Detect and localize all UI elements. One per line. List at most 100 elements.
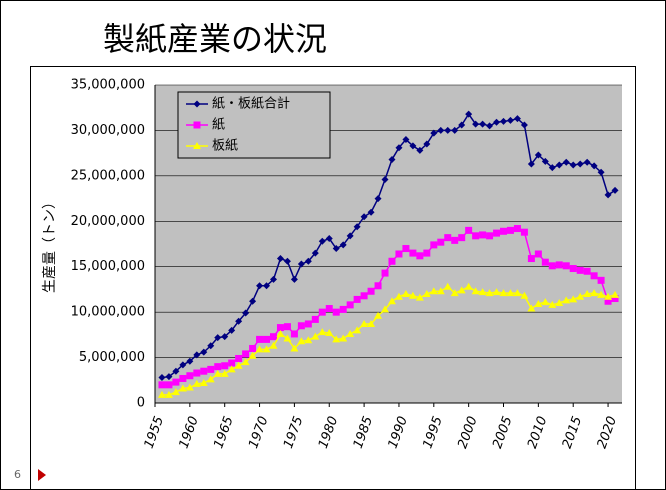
marker	[249, 297, 257, 305]
marker	[367, 287, 375, 295]
marker	[415, 293, 424, 301]
marker	[402, 245, 410, 253]
y-tick-label: 30,000,000	[71, 123, 145, 138]
marker	[367, 208, 375, 216]
marker	[242, 350, 250, 358]
y-tick-label: 20,000,000	[71, 214, 145, 229]
marker	[179, 374, 187, 382]
slide-title: 製紙産業の状況	[103, 20, 327, 58]
marker	[492, 288, 501, 296]
marker	[304, 257, 312, 265]
marker	[346, 329, 355, 337]
marker	[513, 289, 522, 297]
marker	[513, 115, 521, 123]
marker	[493, 118, 501, 126]
marker	[360, 292, 368, 300]
marker	[374, 195, 382, 203]
marker	[576, 292, 585, 300]
marker	[367, 319, 376, 327]
marker	[234, 361, 243, 369]
marker	[569, 161, 577, 169]
marker	[485, 289, 494, 297]
marker	[220, 369, 229, 377]
marker	[597, 168, 605, 176]
marker	[311, 332, 320, 340]
marker	[527, 304, 536, 312]
marker	[388, 156, 396, 164]
marker	[172, 378, 180, 386]
marker	[353, 295, 361, 303]
marker	[221, 362, 229, 370]
marker	[576, 160, 584, 168]
marker	[479, 120, 487, 128]
marker	[423, 249, 431, 257]
marker	[534, 151, 542, 159]
marker	[374, 282, 382, 290]
marker	[346, 301, 354, 309]
marker	[332, 335, 341, 343]
marker	[597, 290, 606, 298]
marker	[235, 317, 243, 325]
marker	[158, 374, 166, 382]
marker	[520, 228, 528, 236]
marker	[555, 161, 563, 169]
marker	[193, 121, 201, 129]
marker	[235, 354, 243, 362]
marker	[562, 296, 571, 304]
legend-label: 板紙	[212, 139, 238, 154]
marker	[534, 299, 543, 307]
marker	[276, 255, 284, 263]
marker	[402, 136, 410, 144]
marker	[290, 344, 299, 352]
marker	[443, 282, 452, 290]
marker	[339, 305, 347, 313]
legend-label: 紙・板紙合計	[212, 96, 290, 112]
marker	[200, 348, 208, 356]
marker	[339, 334, 348, 342]
marker	[430, 241, 438, 249]
marker	[436, 287, 445, 295]
marker	[394, 292, 403, 300]
marker	[395, 144, 403, 152]
marker	[506, 226, 514, 234]
marker	[353, 326, 362, 334]
marker	[430, 129, 438, 137]
marker	[401, 289, 410, 297]
marker	[583, 158, 591, 166]
legend-label: 紙	[212, 118, 225, 133]
marker	[221, 333, 229, 341]
marker	[520, 291, 529, 299]
marker	[409, 249, 417, 257]
marker	[451, 236, 459, 244]
y-axis-label: 生産量（トン）	[42, 195, 58, 293]
marker	[256, 282, 264, 290]
marker	[506, 116, 514, 124]
marker	[290, 330, 298, 338]
marker	[325, 235, 333, 243]
marker	[597, 276, 605, 284]
marker	[171, 388, 180, 396]
marker	[500, 227, 508, 235]
marker	[555, 299, 564, 307]
marker	[527, 255, 535, 263]
marker	[199, 379, 208, 387]
marker	[297, 322, 305, 330]
marker	[256, 335, 264, 343]
marker	[388, 257, 396, 265]
marker	[325, 305, 333, 313]
y-tick-label: 10,000,000	[71, 305, 145, 320]
marker	[562, 262, 570, 270]
marker	[444, 234, 452, 242]
y-tick-label: 5,000,000	[79, 350, 145, 365]
marker	[193, 142, 201, 149]
marker	[611, 295, 619, 303]
marker	[472, 232, 480, 240]
marker	[269, 333, 277, 341]
marker	[472, 120, 480, 128]
marker	[200, 367, 208, 375]
y-tick-label: 15,000,000	[71, 259, 145, 274]
marker	[332, 245, 340, 253]
marker	[387, 297, 396, 305]
marker	[158, 381, 166, 389]
marker	[263, 335, 271, 343]
